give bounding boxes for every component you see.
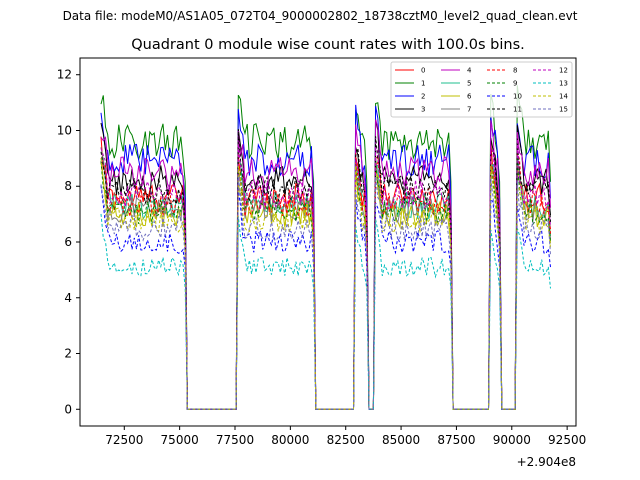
legend-label-9: 9 (513, 80, 517, 88)
legend-label-13: 13 (559, 80, 568, 88)
series-line-4 (100, 119, 551, 410)
legend-label-15: 15 (559, 106, 568, 114)
legend-label-1: 1 (421, 80, 425, 88)
y-tick-label: 12 (57, 68, 72, 82)
y-tick-label: 10 (57, 123, 72, 137)
x-tick-label: 87500 (437, 433, 475, 447)
legend-label-8: 8 (513, 67, 517, 75)
series-line-11 (100, 131, 551, 410)
legend-label-4: 4 (467, 67, 472, 75)
legend-label-0: 0 (421, 67, 425, 75)
x-tick-label: 90000 (493, 433, 531, 447)
x-tick-label: 92500 (548, 433, 586, 447)
legend-label-12: 12 (559, 67, 568, 75)
y-tick-label: 2 (64, 347, 72, 361)
y-tick-label: 4 (64, 291, 72, 305)
y-tick-label: 8 (64, 179, 72, 193)
legend-label-2: 2 (421, 93, 425, 101)
legend-label-10: 10 (513, 93, 522, 101)
x-offset-label: +2.904e8 (517, 455, 576, 469)
x-tick-label: 85000 (382, 433, 420, 447)
series-line-0 (100, 136, 551, 410)
legend-label-6: 6 (467, 93, 472, 101)
series-line-2 (100, 104, 551, 410)
y-axis: 0 2 4 6 8 10 12 (57, 68, 80, 416)
legend-label-7: 7 (467, 106, 471, 114)
x-axis: 72500 75000 77500 80000 82500 85000 87500 90000… (105, 426, 586, 447)
x-tick-label: 72500 (105, 433, 143, 447)
y-tick-label: 6 (64, 235, 72, 249)
series-line-12 (100, 136, 551, 410)
plot-area (100, 85, 551, 410)
x-tick-label: 77500 (216, 433, 254, 447)
legend-label-3: 3 (421, 106, 425, 114)
series-line-15 (100, 176, 551, 410)
legend-label-14: 14 (559, 93, 568, 101)
x-tick-label: 82500 (327, 433, 365, 447)
y-tick-label: 0 (64, 402, 72, 416)
x-tick-label: 80000 (271, 433, 309, 447)
series-line-13 (100, 213, 551, 410)
x-tick-label: 75000 (161, 433, 199, 447)
legend-label-11: 11 (513, 106, 522, 114)
suptitle: Data file: modeM0/AS1A05_072T04_90000028… (63, 9, 578, 23)
chart-title: Quadrant 0 module wise count rates with … (131, 37, 525, 53)
series-line-3 (100, 119, 551, 410)
legend-label-5: 5 (467, 80, 471, 88)
legend-box (390, 61, 573, 118)
